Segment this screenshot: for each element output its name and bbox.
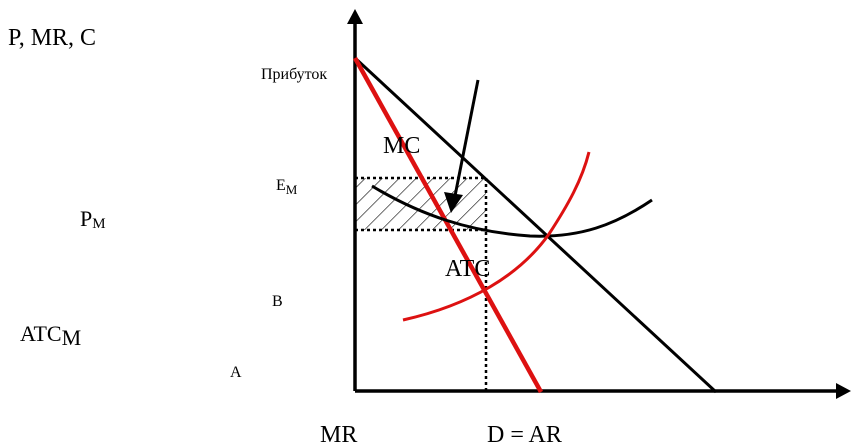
mc-curve: [402, 151, 591, 322]
b-label: B: [272, 293, 283, 310]
em-label: EM: [276, 177, 298, 197]
profit-area: [355, 178, 486, 230]
axes: [353, 22, 840, 393]
a-label: A: [230, 364, 242, 381]
atc-curve: [371, 184, 653, 238]
y-axis-label: P, MR, C: [8, 25, 96, 51]
profit-pointer-arrow: [453, 79, 480, 197]
x-axis-arrowhead: [836, 383, 851, 399]
demand-curve: [353, 56, 718, 394]
mr-label: MR: [320, 422, 357, 448]
y-axis-arrowhead: [347, 9, 363, 24]
atcm-label-base: ATC: [20, 321, 62, 346]
em-label-subscript: M: [286, 182, 298, 197]
atcm-label-subscript: M: [62, 325, 82, 350]
em-label-base: E: [276, 177, 286, 194]
profit-pointer-arrowhead: [444, 192, 463, 213]
demand-label: D = AR: [487, 422, 562, 448]
profit-label: Прибуток: [261, 66, 327, 83]
mr-curve: [353, 56, 543, 394]
mc-label: MC: [383, 133, 420, 159]
guide-lines: [355, 176, 488, 391]
pm-label-base: P: [80, 206, 92, 231]
pm-label-subscript: M: [92, 216, 105, 232]
atcm-label: ATCM: [20, 321, 81, 350]
atc-curve-label: ATC: [445, 256, 490, 282]
pm-label: PM: [80, 206, 106, 232]
